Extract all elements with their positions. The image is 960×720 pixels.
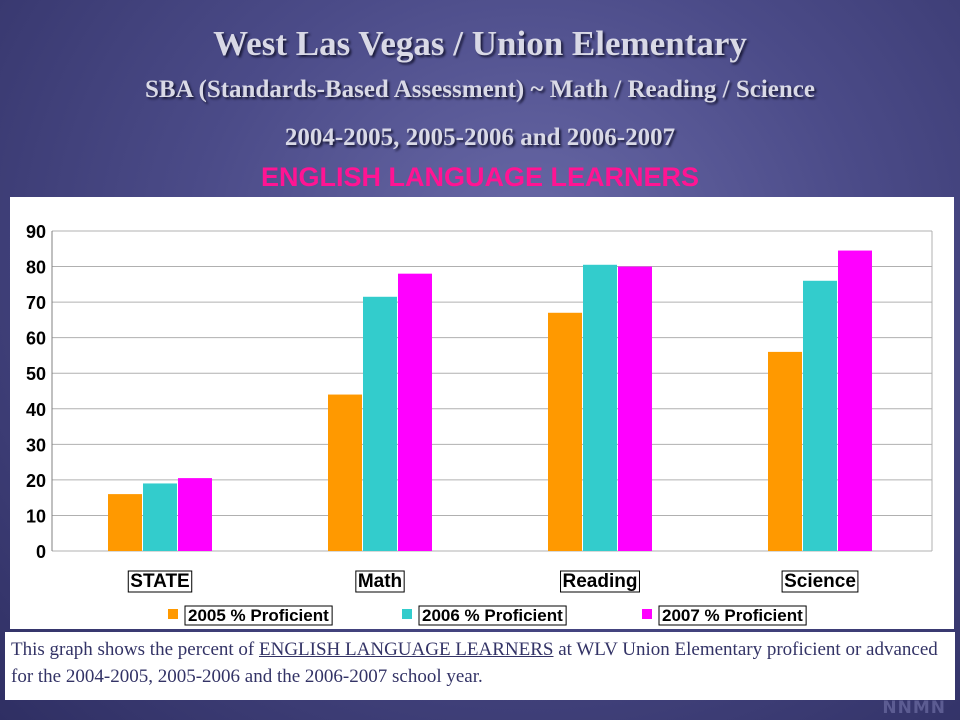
legend-swatch bbox=[402, 609, 412, 619]
bar-reading-2 bbox=[618, 266, 652, 551]
category-label: Science bbox=[784, 571, 856, 592]
bar-state-1 bbox=[143, 483, 177, 551]
bar-state-2 bbox=[178, 478, 212, 551]
y-tick-label: 10 bbox=[26, 506, 46, 526]
legend-swatch bbox=[642, 609, 652, 619]
category-label: STATE bbox=[130, 571, 189, 592]
bar-science-1 bbox=[803, 280, 837, 551]
slide-subtitle: SBA (Standards-Based Assessment) ~ Math … bbox=[145, 76, 815, 103]
student-group-label: ENGLISH LANGUAGE LEARNERS bbox=[260, 162, 700, 192]
bar-math-2 bbox=[398, 273, 432, 551]
category-label: Math bbox=[358, 571, 402, 592]
y-tick-label: 90 bbox=[26, 222, 46, 242]
caption-text-start: This graph shows the percent of bbox=[11, 639, 259, 660]
y-tick-label: 70 bbox=[26, 293, 46, 313]
category-label-box bbox=[127, 570, 193, 593]
legend-label: 2005 % Proficient bbox=[188, 606, 329, 625]
chart-panel: 0 10 20 30 40 50 60 70 80 90 STATE Math Reading Scien… bbox=[10, 197, 954, 629]
y-tick-label: 20 bbox=[26, 471, 46, 491]
category-label-box bbox=[560, 570, 640, 593]
y-tick-label: 60 bbox=[26, 329, 46, 349]
watermark-logo: NNMN bbox=[882, 698, 946, 718]
bar-reading-1 bbox=[583, 264, 617, 551]
bar-science-2 bbox=[838, 250, 872, 552]
bar-reading-0 bbox=[548, 312, 582, 551]
legend-label-box bbox=[184, 605, 333, 626]
y-tick-label: 30 bbox=[26, 435, 46, 455]
bar-math-1 bbox=[363, 296, 397, 551]
school-years: 2004-2005, 2005-2006 and 2006-2007 bbox=[284, 124, 676, 151]
y-tick-label: 50 bbox=[26, 364, 46, 384]
category-label: Reading bbox=[563, 571, 638, 592]
legend-label: 2007 % Proficient bbox=[662, 606, 803, 625]
legend-label: 2006 % Proficient bbox=[422, 606, 563, 625]
caption-text-end: at WLV Union Elementary proficient or ad… bbox=[11, 639, 938, 687]
bar-math-0 bbox=[328, 394, 362, 551]
y-tick-label: 40 bbox=[26, 400, 46, 420]
bar-science-0 bbox=[768, 351, 802, 551]
slide-title: West Las Vegas / Union Elementary bbox=[213, 24, 747, 63]
bar-state-0 bbox=[108, 494, 142, 551]
chart-caption: This graph shows the percent of ENGLISH … bbox=[5, 632, 955, 700]
category-label-box bbox=[355, 570, 405, 593]
legend-label-box bbox=[418, 605, 567, 626]
legend-label-box bbox=[658, 605, 807, 626]
legend-swatch bbox=[168, 609, 178, 619]
caption-highlight: ENGLISH LANGUAGE LEARNERS bbox=[259, 639, 554, 660]
bar-chart: 0 10 20 30 40 50 60 70 80 90 STATE Math Reading Scien… bbox=[26, 222, 933, 626]
category-label-box bbox=[781, 570, 859, 593]
y-tick-label: 0 bbox=[36, 542, 46, 562]
y-tick-label: 80 bbox=[26, 258, 46, 278]
